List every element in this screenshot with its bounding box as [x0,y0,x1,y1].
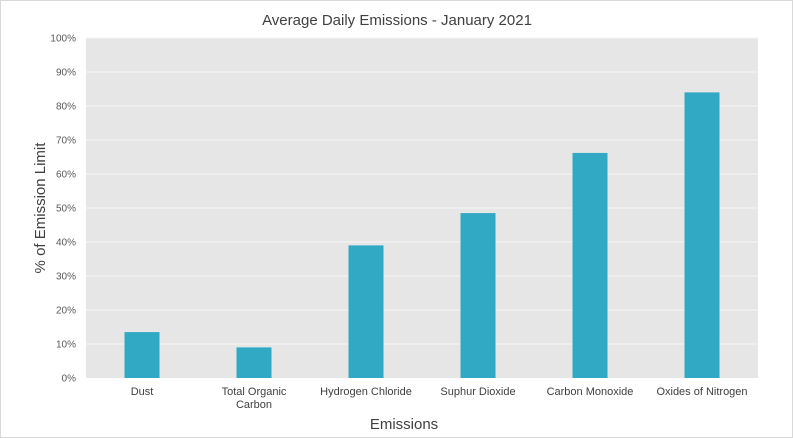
bar [348,245,384,378]
y-tick-label: 80% [56,102,76,113]
x-category-label: Oxides of Nitrogen [656,386,747,398]
y-axis-ticks: 0% 10% 20% 30% 40% 50% 60% 70% 80% 90% 100% [50,34,76,385]
y-tick-label: 50% [56,204,76,215]
bar [460,213,496,378]
chart-title: Average Daily Emissions - January 2021 [262,12,532,29]
x-axis-categories: Dust Total Organic Carbon Hydrogen Chloride… [131,386,748,411]
y-tick-label: 0% [62,374,77,385]
y-tick-label: 10% [56,340,76,351]
y-tick-label: 30% [56,272,76,283]
y-tick-label: 70% [56,136,76,147]
bar [124,332,160,378]
x-category-label: Suphur Dioxide [440,386,515,398]
bars [124,92,720,379]
bar [572,152,608,378]
bar [684,92,720,379]
x-category-label: Total Organic Carbon [222,386,287,411]
x-category-label: Carbon Monoxide [547,386,634,398]
y-tick-label: 90% [56,68,76,79]
x-category-label: Hydrogen Chloride [320,386,412,398]
x-category-label: Dust [131,386,154,398]
y-axis-title: % of Emission Limit [32,142,49,274]
y-tick-label: 60% [56,170,76,181]
gridlines [86,37,758,345]
y-tick-label: 40% [56,238,76,249]
x-axis-title: Emissions [370,416,438,433]
y-tick-label: 100% [50,34,76,45]
bar [236,347,272,378]
y-tick-label: 20% [56,306,76,317]
